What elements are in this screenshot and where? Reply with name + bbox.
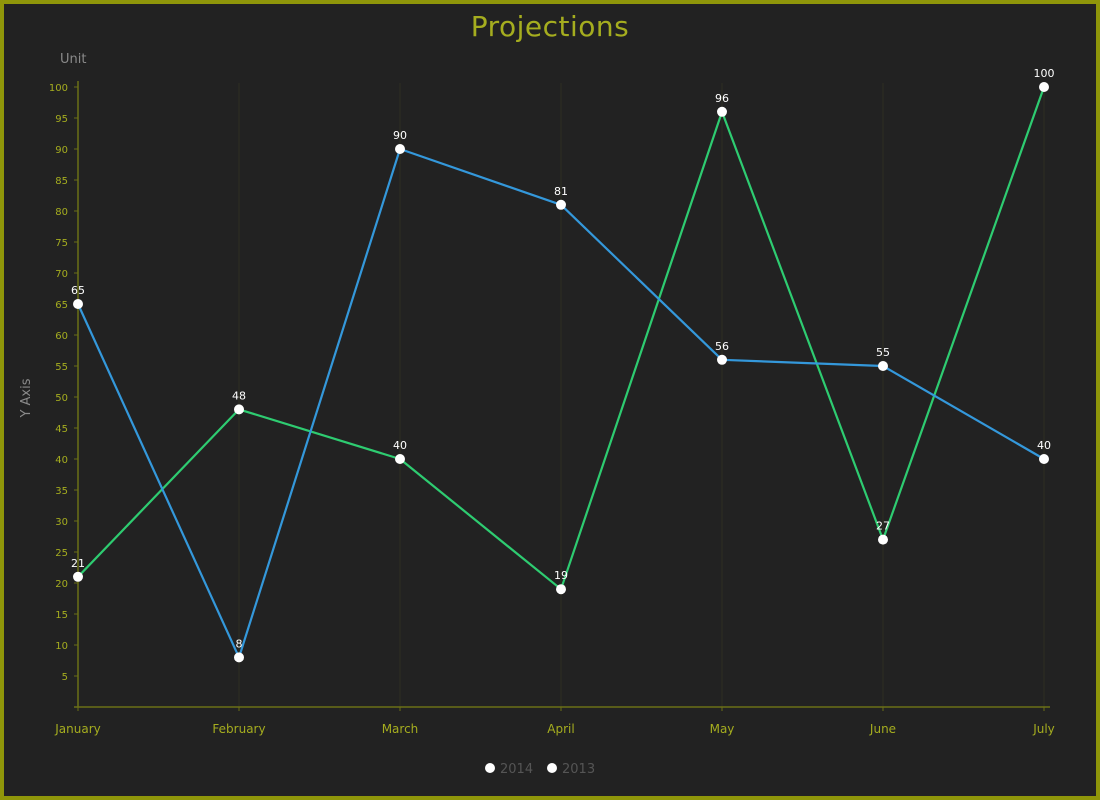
- data-label-2013-april: 81: [554, 185, 568, 198]
- data-label-2014-june: 27: [876, 520, 890, 533]
- data-label-2014-may: 96: [715, 92, 729, 105]
- data-point-2013-july: [1039, 454, 1049, 464]
- y-tick-label: 100: [49, 83, 68, 94]
- y-tick-label: 5: [62, 672, 68, 683]
- x-tick-label: June: [869, 722, 896, 736]
- y-axis-title: Y Axis: [19, 378, 34, 418]
- chart-title: Projections: [471, 10, 630, 43]
- data-label-2014-february: 48: [232, 389, 246, 402]
- y-tick-label: 45: [55, 424, 68, 435]
- data-label-2014-march: 40: [393, 439, 407, 452]
- y-tick-label: 65: [55, 300, 68, 311]
- data-point-2013-february: [234, 652, 244, 663]
- x-tick-label: July: [1032, 722, 1055, 736]
- y-unit-label: Unit: [60, 52, 86, 67]
- data-label-2014-july: 100: [1034, 67, 1055, 80]
- y-tick-label: 25: [55, 548, 68, 559]
- y-tick-label: 75: [55, 238, 68, 249]
- data-point-2013-may: [717, 354, 727, 365]
- y-tick-label: 90: [55, 145, 68, 156]
- y-tick-label: 60: [55, 331, 68, 342]
- y-tick-label: 15: [55, 610, 68, 621]
- data-point-2014-april: [556, 584, 566, 595]
- legend[interactable]: 2014 2013: [485, 762, 595, 777]
- data-label-2013-february: 8: [236, 637, 243, 650]
- y-tick-label: 40: [55, 455, 68, 466]
- y-tick-label: 35: [55, 486, 68, 497]
- y-tick-labels: 5 10 15 20 25 30 35 40 45 50 55 60 65 70 75 80 85 90 95 100: [49, 83, 68, 683]
- data-points: [73, 82, 1049, 663]
- data-point-2013-january: [73, 299, 83, 309]
- y-tick-label: 55: [55, 362, 68, 373]
- data-point-2014-february: [234, 404, 244, 415]
- data-label-2013-june: 55: [876, 346, 890, 359]
- data-label-2013-july: 40: [1037, 439, 1051, 452]
- legend-label-2013: 2013: [562, 762, 595, 777]
- x-tick-label: May: [710, 722, 735, 736]
- data-point-2013-april: [556, 199, 566, 210]
- legend-item-2014[interactable]: 2014: [485, 762, 533, 777]
- data-point-2014-may: [717, 106, 727, 117]
- y-tick-label: 85: [55, 176, 68, 187]
- x-tick-label: January: [54, 722, 101, 736]
- data-point-2014-june: [878, 534, 888, 545]
- data-label-2013-may: 56: [715, 340, 729, 353]
- y-tick-label: 95: [55, 114, 68, 125]
- data-point-2013-june: [878, 361, 888, 371]
- x-tick-label: April: [547, 722, 574, 736]
- legend-item-2013[interactable]: 2013: [547, 762, 595, 777]
- data-point-2013-march: [395, 144, 405, 154]
- y-tick-label: 30: [55, 517, 68, 528]
- data-label-2014-april: 19: [554, 569, 568, 582]
- legend-marker-2014: [485, 763, 495, 773]
- data-point-2014-march: [395, 454, 405, 464]
- axes: [74, 81, 1050, 711]
- data-point-2014-july: [1039, 82, 1049, 92]
- data-point-2014-january: [73, 571, 83, 582]
- legend-marker-2013: [547, 763, 557, 773]
- y-tick-label: 70: [55, 269, 68, 280]
- data-label-2013-january: 65: [71, 284, 85, 297]
- data-label-2014-january: 21: [71, 557, 85, 570]
- legend-label-2014: 2014: [500, 762, 533, 777]
- x-tick-label: March: [382, 722, 419, 736]
- data-labels: 21 48 40 19 96 27 100 65 8 90 81 56 55 40: [71, 67, 1055, 650]
- x-tick-labels: January February March April May June July: [54, 722, 1055, 736]
- x-tick-label: February: [212, 722, 265, 736]
- data-label-2013-march: 90: [393, 129, 407, 142]
- y-tick-label: 80: [55, 207, 68, 218]
- y-tick-label: 20: [55, 579, 68, 590]
- grid-lines: [77, 83, 1045, 707]
- y-tick-label: 50: [55, 393, 68, 404]
- y-tick-label: 10: [55, 641, 68, 652]
